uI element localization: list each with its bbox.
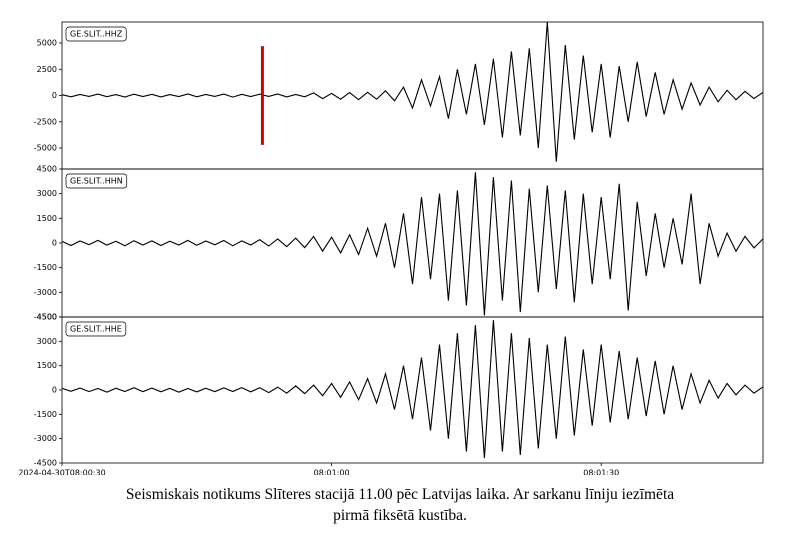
caption-line: Seismiskais notikums Slīteres stacijā 11… <box>125 486 675 503</box>
y-tick-label: -4500 <box>34 313 57 322</box>
y-tick-label: -3000 <box>34 288 57 297</box>
y-tick-label: 0 <box>52 239 57 248</box>
chart: -5000 -2500 0 2500 5000 GE.SLIT..HHZ -4500 -300… <box>18 21 764 476</box>
legend-label: GE.SLIT..HHN <box>70 177 123 186</box>
y-tick-label: 1500 <box>37 214 57 223</box>
waveform <box>61 21 764 162</box>
waveform <box>61 172 764 316</box>
y-tick-label: -5000 <box>34 144 57 153</box>
legend-label: GE.SLIT..HHZ <box>70 30 123 39</box>
y-tick-label: 4500 <box>37 165 57 174</box>
y-tick-label: -3000 <box>34 434 57 443</box>
legend-label: GE.SLIT..HHE <box>70 325 122 334</box>
y-tick-label: -1500 <box>34 263 57 272</box>
legend-box <box>65 321 127 337</box>
y-tick-label: -1500 <box>34 410 57 419</box>
y-tick-label: 3000 <box>37 337 57 346</box>
x-tick-label: 08:01:00 <box>314 469 350 476</box>
y-tick-label: 0 <box>52 386 57 395</box>
caption-line: pirmā fiksētā kustība. <box>333 507 467 524</box>
y-tick-label: 3000 <box>37 189 57 198</box>
legend-box <box>65 173 128 189</box>
x-tick-label: 08:01:30 <box>583 469 619 476</box>
legend-box <box>65 26 127 42</box>
y-tick-label: -2500 <box>34 117 57 126</box>
y-tick-label: 2500 <box>37 65 57 74</box>
y-tick-label: 4500 <box>37 313 57 322</box>
x-tick-label: 2024-04-30T08:00:30 <box>18 469 105 476</box>
y-tick-label: -4500 <box>34 459 57 468</box>
waveform <box>61 320 764 459</box>
y-tick-label: 5000 <box>37 39 57 48</box>
y-tick-label: 0 <box>52 91 57 100</box>
y-tick-label: 1500 <box>37 361 57 370</box>
